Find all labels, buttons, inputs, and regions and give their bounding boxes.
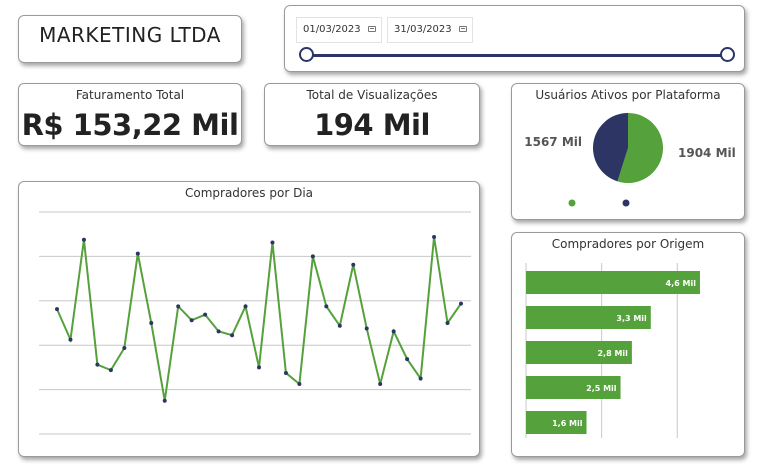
origin-bar-label: 3,3 Mil	[616, 314, 647, 323]
views-kpi-title: Total de Visualizações	[306, 88, 438, 102]
data-point[interactable]	[432, 234, 437, 239]
origin-buyers-bar-chart[interactable]: 4,6 Mil 3,3 Mil 2,8 Mil 2,5 Mil 1,6 Mil	[512, 233, 744, 456]
pie-label-green: 1904 Mil	[678, 146, 736, 160]
data-point[interactable]	[391, 329, 396, 334]
data-point[interactable]	[162, 398, 167, 403]
origin-bar[interactable]	[526, 376, 621, 399]
legend-dot-green	[568, 199, 576, 207]
platform-pie-chart[interactable]: 1567 Mil 1904 Mil	[512, 84, 744, 219]
data-point[interactable]	[108, 368, 113, 373]
revenue-kpi-card: Faturamento Total R$ 153,22 Mil	[18, 83, 242, 146]
data-point[interactable]	[310, 254, 315, 259]
pie-slice-green[interactable]	[617, 113, 663, 183]
data-point[interactable]	[55, 307, 59, 312]
data-point[interactable]	[230, 333, 235, 338]
data-point[interactable]	[378, 382, 383, 387]
origin-bar[interactable]	[526, 271, 700, 294]
start-date-field[interactable]: 01/03/2023	[296, 17, 382, 43]
data-point[interactable]	[203, 312, 208, 317]
data-point[interactable]	[445, 321, 450, 325]
calendar-icon[interactable]	[368, 26, 376, 32]
views-kpi-card: Total de Visualizações 194 Mil	[264, 83, 480, 146]
daily-buyers-series-line[interactable]	[56, 236, 462, 401]
date-range-slicer: 01/03/2023 31/03/2023	[284, 5, 745, 72]
revenue-kpi-title: Faturamento Total	[75, 88, 185, 102]
origin-buyers-title: Compradores por Origem	[551, 237, 705, 251]
daily-buyers-title: Compradores por Dia	[184, 186, 314, 200]
origin-bar-label: 2,5 Mil	[586, 384, 617, 393]
legend-dot-navy	[622, 199, 630, 207]
data-point[interactable]	[122, 345, 127, 350]
data-point[interactable]	[135, 251, 140, 256]
daily-buyers-card: Compradores por Dia	[18, 181, 480, 457]
data-point[interactable]	[283, 370, 288, 375]
data-point[interactable]	[418, 376, 423, 381]
end-date-value: 31/03/2023	[394, 24, 452, 35]
origin-bar-label: 2,8 Mil	[597, 349, 628, 358]
origin-bar[interactable]	[526, 411, 587, 434]
data-point[interactable]	[324, 304, 329, 309]
origin-bar[interactable]	[526, 306, 651, 329]
company-name: MARKETING LTDA	[39, 23, 221, 47]
data-point[interactable]	[297, 382, 302, 387]
start-date-value: 01/03/2023	[303, 24, 361, 35]
date-slider-track[interactable]	[307, 54, 727, 57]
daily-buyers-line-chart[interactable]	[19, 182, 479, 456]
data-point[interactable]	[216, 329, 221, 334]
pie-label-navy: 1567 Mil	[524, 135, 582, 149]
data-point[interactable]	[257, 365, 261, 370]
revenue-kpi-value: R$ 153,22 Mil	[21, 108, 239, 142]
data-point[interactable]	[149, 321, 154, 325]
platform-chart-card: Usuários Ativos por Plataforma 1567 Mil …	[511, 83, 745, 220]
date-slider-start-handle[interactable]	[299, 47, 314, 62]
company-card: MARKETING LTDA	[18, 15, 242, 63]
data-point[interactable]	[405, 357, 410, 362]
data-point[interactable]	[351, 262, 356, 267]
origin-bar-label: 4,6 Mil	[666, 279, 697, 288]
data-point[interactable]	[176, 304, 181, 309]
line-chart-gridlines	[39, 211, 471, 435]
data-point[interactable]	[459, 301, 463, 306]
data-point[interactable]	[270, 240, 275, 245]
calendar-icon[interactable]	[459, 26, 467, 32]
pie-slice-navy[interactable]	[593, 113, 628, 182]
data-point[interactable]	[95, 362, 100, 367]
views-kpi-value: 194 Mil	[314, 108, 430, 142]
end-date-field[interactable]: 31/03/2023	[387, 17, 473, 43]
platform-chart-title: Usuários Ativos por Plataforma	[535, 88, 721, 102]
data-point[interactable]	[189, 318, 194, 323]
data-point[interactable]	[243, 304, 248, 309]
data-point[interactable]	[364, 326, 369, 331]
origin-buyers-card: Compradores por Origem 4,6 Mil 3,3 Mil 2,8…	[511, 232, 745, 457]
data-point[interactable]	[81, 237, 86, 242]
origin-bar[interactable]	[526, 341, 632, 364]
data-point[interactable]	[68, 337, 73, 342]
date-slider-end-handle[interactable]	[720, 47, 735, 62]
data-point[interactable]	[337, 323, 342, 328]
origin-bar-label: 1,6 Mil	[552, 419, 583, 428]
